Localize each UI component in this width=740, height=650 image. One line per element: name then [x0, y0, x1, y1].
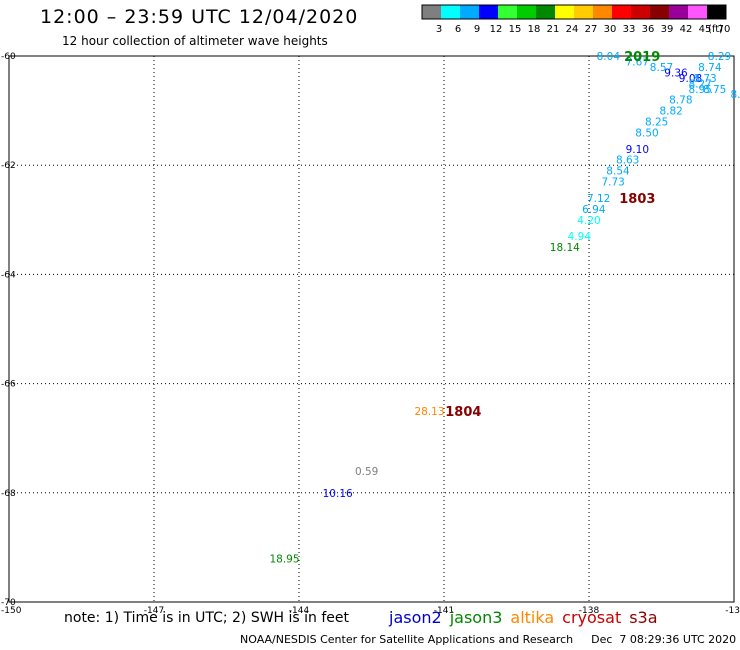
scale-swatch-36: [631, 5, 650, 19]
wave-height-label: 0.59: [355, 466, 378, 478]
wave-height-label: 28.13: [414, 406, 444, 418]
scale-swatch-12: [479, 5, 498, 19]
wave-height-label: 8.78: [669, 95, 692, 107]
lon-tick-label: -144: [289, 606, 310, 616]
pass-time-label: 1804: [445, 405, 481, 420]
wave-height-label: 7.73: [601, 177, 624, 189]
wave-height-label: 6.94: [582, 204, 606, 216]
legend-s3a: s3a: [629, 608, 658, 627]
scale-label-15: 15: [509, 24, 522, 35]
scale-label-27: 27: [585, 24, 598, 35]
wave-height-label: 8.27: [688, 78, 711, 90]
wave-height-label: 9.36: [664, 67, 688, 79]
wave-height-label: 8.57: [650, 62, 673, 74]
wave-height-label: 8.04: [597, 51, 621, 63]
scale-swatch-27: [574, 5, 593, 19]
scale-label-45: 45: [699, 24, 712, 35]
wave-height-label: 4.94: [568, 231, 592, 243]
legend-jason3: jason3: [449, 608, 503, 627]
wave-height-label: 4.20: [577, 215, 600, 227]
credit-text: NOAA/NESDIS Center for Satellite Applica…: [240, 633, 574, 646]
pass-time-label: 2019: [624, 50, 660, 65]
wave-height-label: 7.67: [626, 56, 649, 68]
scale-label-42: 42: [680, 24, 693, 35]
scale-label-3: 3: [436, 24, 442, 35]
scale-swatch-3: [422, 5, 441, 19]
wave-height-label: 9.10: [626, 144, 649, 156]
lat-tick-label: -60: [1, 52, 16, 62]
scale-label-12: 12: [490, 24, 503, 35]
scale-label-6: 6: [455, 24, 461, 35]
scale-swatch-39: [650, 5, 669, 19]
color-scale-bar: 3 6 9 12 15 18 21 24 27 30 33 36 39 42 45 70(ft): [421, 4, 731, 35]
legend-jason2: jason2: [389, 608, 442, 627]
wave-height-label: 9.08: [679, 73, 702, 85]
wave-height-label: 8.25: [645, 117, 668, 129]
wave-height-label: 7.12: [587, 193, 610, 205]
scale-label-18: 18: [528, 24, 541, 35]
wave-height-label: 8.73: [693, 73, 716, 85]
wave-height-label: 8.82: [659, 106, 682, 118]
wave-height-label: 8.63: [616, 155, 639, 167]
scale-swatch-33: [612, 5, 631, 19]
lon-tick-label: -138: [579, 606, 600, 616]
scale-label-70: 70: [718, 24, 731, 35]
wave-height-label: 10.16: [323, 488, 353, 500]
wave-height-label: 8.29: [708, 51, 731, 63]
satellite-legend: jason2 jason3 altika cryosat s3a: [389, 608, 666, 627]
wave-height-label: 8.5: [730, 89, 740, 101]
scale-swatch-21: [536, 5, 555, 19]
scale-swatch-70: [707, 5, 726, 19]
legend-altika: altika: [510, 608, 555, 627]
scale-swatch-18: [517, 5, 536, 19]
lon-tick-label: -13: [725, 606, 740, 616]
lat-tick-label: -68: [1, 489, 16, 499]
lon-tick-label: -150: [1, 606, 22, 616]
lat-tick-label: -66: [1, 380, 16, 390]
scale-label-39: 39: [661, 24, 674, 35]
wave-height-label: 8.95: [688, 84, 711, 96]
wave-height-label: 18.95: [269, 553, 299, 565]
scale-label-24: 24: [566, 24, 579, 35]
wave-height-label: 18.14: [550, 242, 580, 254]
legend-cryosat: cryosat: [562, 608, 622, 627]
footer-note: note: 1) Time is in UTC; 2) SWH is in fe…: [64, 610, 350, 626]
lon-tick-label: -147: [144, 606, 164, 616]
scale-swatch-15: [498, 5, 517, 19]
scale-swatch-9: [460, 5, 479, 19]
map-frame: [8, 55, 735, 603]
wave-height-label: 8.75: [703, 84, 726, 96]
generated-timestamp: Dec 7 08:29:36 UTC 2020: [591, 633, 737, 646]
lat-tick-label: -64: [1, 270, 16, 280]
scale-label-9: 9: [474, 24, 480, 35]
footer-credit: NOAA/NESDIS Center for Satellite Applica…: [240, 633, 736, 646]
lat-tick-label: -70: [1, 598, 16, 608]
lon-tick-label: -141: [434, 606, 454, 616]
pass-time-label: 1803: [619, 192, 655, 207]
scale-label-21: 21: [547, 24, 560, 35]
scale-swatch-30: [593, 5, 612, 19]
scale-swatch-6: [441, 5, 460, 19]
scale-swatch-42: [669, 5, 688, 19]
scale-unit: (ft): [708, 24, 723, 35]
wave-height-label: 8.74: [698, 62, 722, 74]
page-subtitle: 12 hour collection of altimeter wave hei…: [62, 34, 328, 48]
scale-label-33: 33: [623, 24, 636, 35]
scale-label-30: 30: [604, 24, 617, 35]
scale-swatch-24: [555, 5, 574, 19]
wave-height-label: 8.50: [635, 127, 658, 139]
lat-tick-label: -62: [1, 161, 16, 171]
scale-swatch-45: [688, 5, 707, 19]
scale-label-36: 36: [642, 24, 655, 35]
wave-height-label: 8.54: [606, 166, 630, 178]
page-title: 12:00 – 23:59 UTC 12/04/2020: [40, 6, 359, 28]
